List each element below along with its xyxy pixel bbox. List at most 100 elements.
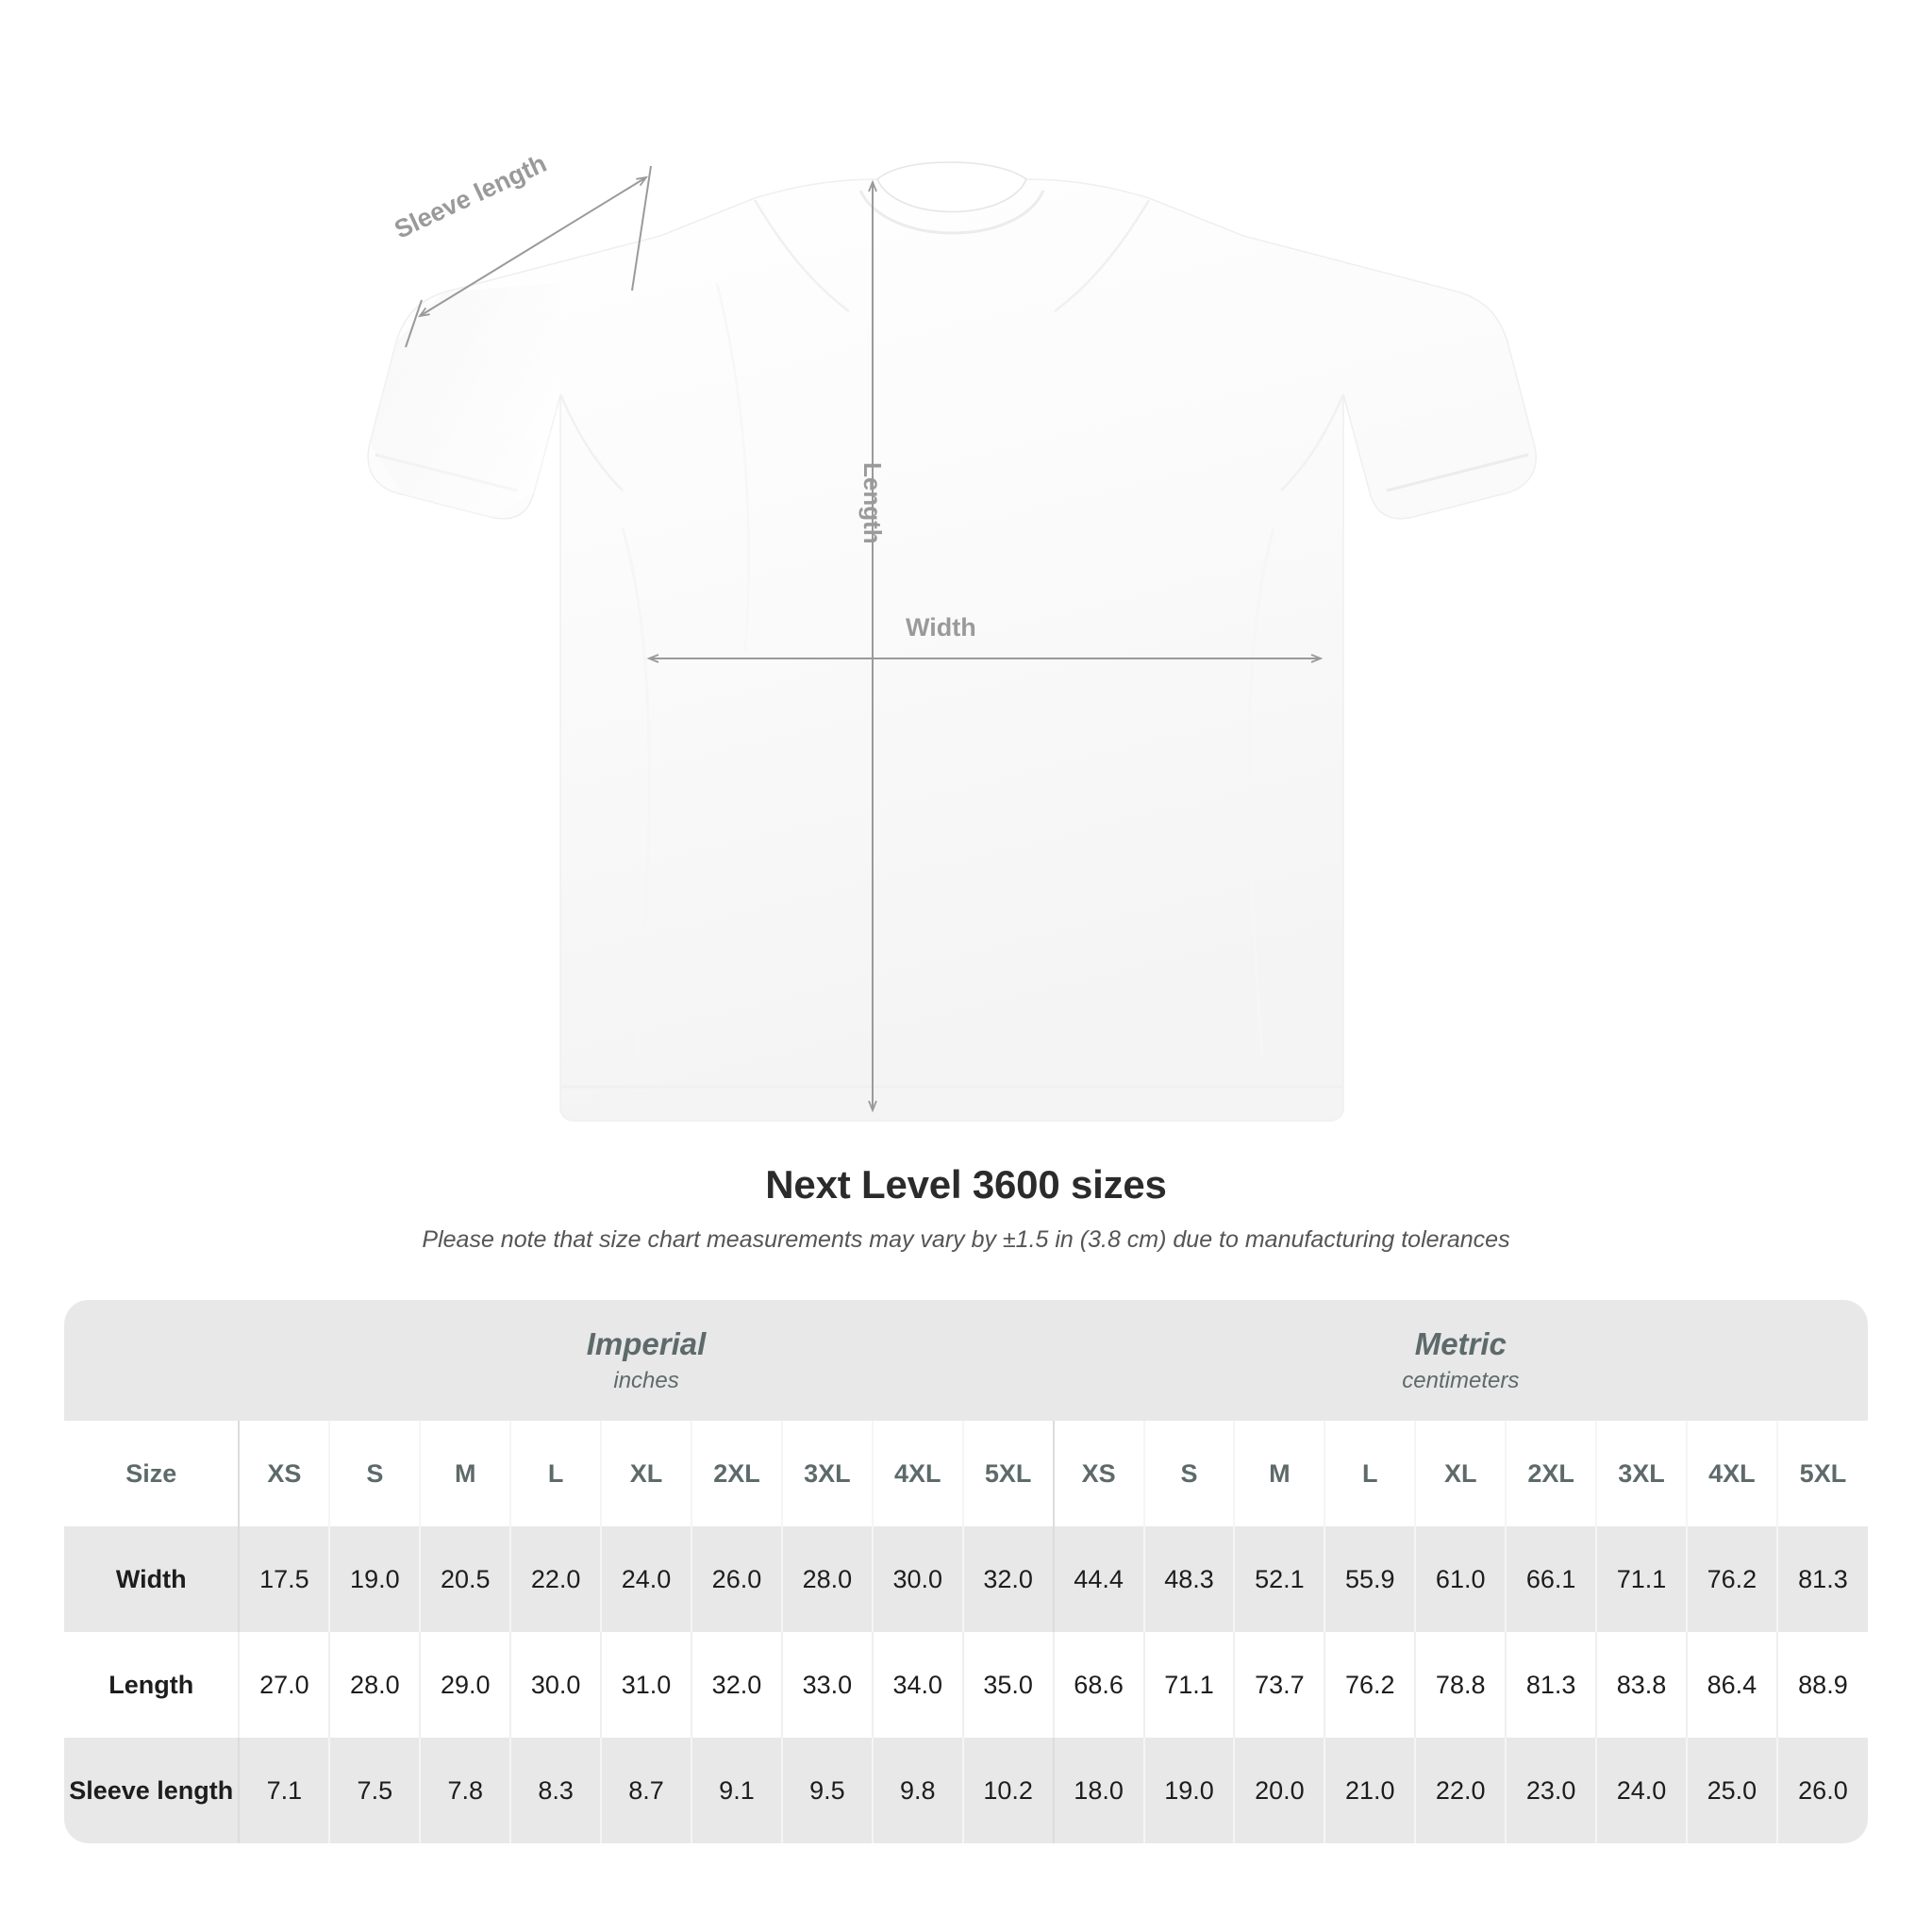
size-chart-table: Imperial inches Metric centimeters Size XS S M…: [64, 1300, 1868, 1843]
table-row: Length 27.0 28.0 29.0 30.0 31.0 32.0 33.0 34.0 35…: [64, 1632, 1868, 1738]
measurement-cell: 29.0: [419, 1632, 511, 1738]
size-row-label: Size: [64, 1421, 240, 1526]
measurement-cell: 9.1: [691, 1738, 782, 1843]
size-header-cell: XS: [1052, 1421, 1144, 1526]
measurement-cell: 9.5: [780, 1738, 873, 1843]
size-header-cell: 3XL: [1595, 1421, 1687, 1526]
sleeve-length-arrow: [417, 175, 649, 318]
tolerance-note: Please note that size chart measurements…: [422, 1226, 1510, 1253]
measurement-cell: 32.0: [691, 1632, 782, 1738]
size-header-cell: 4XL: [871, 1421, 963, 1526]
size-header-cell: M: [419, 1421, 511, 1526]
size-chart-table-wrapper: Imperial inches Metric centimeters Size XS S M…: [64, 1300, 1868, 1843]
table-row: Sleeve length 7.1 7.5 7.8 8.3 8.7 9.1 9.5 9.8 10.…: [64, 1738, 1868, 1843]
measurement-cell: 61.0: [1414, 1526, 1507, 1632]
table-row: Width 17.5 19.0 20.5 22.0 24.0 26.0 28.0 30.0 32.…: [64, 1526, 1868, 1632]
measurement-cell: 25.0: [1685, 1738, 1777, 1843]
length-dimension-label: Length: [858, 462, 887, 544]
unit-group-name: Metric: [1414, 1325, 1507, 1361]
measurement-cell: 30.0: [871, 1526, 963, 1632]
measurement-cell: 22.0: [1414, 1738, 1507, 1843]
measurement-cell: 48.3: [1142, 1526, 1235, 1632]
measurement-cell: 81.3: [1775, 1526, 1868, 1632]
measurement-cell: 18.0: [1052, 1738, 1144, 1843]
measurement-cell: 71.1: [1595, 1526, 1687, 1632]
measurement-cell: 7.8: [419, 1738, 511, 1843]
measurement-cell: 66.1: [1505, 1526, 1597, 1632]
measurement-cell: 83.8: [1595, 1632, 1687, 1738]
measurement-cell: 19.0: [1142, 1738, 1235, 1843]
measurement-cell: 35.0: [961, 1632, 1054, 1738]
size-header-cell: XL: [1414, 1421, 1507, 1526]
measurement-cell: 8.7: [600, 1738, 691, 1843]
measurement-cell: 27.0: [238, 1632, 330, 1738]
page-title: Next Level 3600 sizes: [765, 1162, 1167, 1207]
size-header-row: Size XS S M L XL 2XL 3XL 4XL 5XL XS S M L XL 2XL 3XL 4XL 5…: [64, 1421, 1868, 1526]
measurement-cell: 55.9: [1324, 1526, 1416, 1632]
title-block: Next Level 3600 sizes Please note that s…: [0, 1162, 1932, 1254]
measurement-cell: 68.6: [1052, 1632, 1144, 1738]
measurement-cell: 88.9: [1775, 1632, 1868, 1738]
measurement-cell: 7.1: [238, 1738, 330, 1843]
size-header-cell: L: [1324, 1421, 1416, 1526]
measurement-cell: 76.2: [1324, 1632, 1416, 1738]
measurement-cell: 28.0: [780, 1526, 873, 1632]
measurement-cell: 23.0: [1505, 1738, 1597, 1843]
unit-group-subtitle: centimeters: [1402, 1367, 1520, 1393]
measurement-cell: 52.1: [1233, 1526, 1325, 1632]
measurement-cell: 81.3: [1505, 1632, 1597, 1738]
size-header-cell: 4XL: [1685, 1421, 1777, 1526]
size-header-cell: M: [1233, 1421, 1325, 1526]
size-header-cell: L: [509, 1421, 602, 1526]
garment-diagram: Sleeve length Length Width: [367, 149, 1537, 1122]
measurement-cell: 20.5: [419, 1526, 511, 1632]
tshirt-illustration: [367, 161, 1537, 1122]
measurement-cell: 19.0: [328, 1526, 421, 1632]
measurement-cell: 17.5: [238, 1526, 330, 1632]
measurement-cell: 24.0: [1595, 1738, 1687, 1843]
unit-header-spacer: [64, 1300, 240, 1421]
size-header-cell: S: [328, 1421, 421, 1526]
unit-header-row: Imperial inches Metric centimeters: [64, 1300, 1868, 1421]
measurement-cell: 34.0: [871, 1632, 963, 1738]
measurement-row-label: Width: [64, 1526, 240, 1632]
measurement-cell: 78.8: [1414, 1632, 1507, 1738]
size-header-cell: XL: [600, 1421, 691, 1526]
measurement-cell: 20.0: [1233, 1738, 1325, 1843]
measurement-cell: 30.0: [509, 1632, 602, 1738]
measurement-cell: 31.0: [600, 1632, 691, 1738]
measurement-cell: 86.4: [1685, 1632, 1777, 1738]
unit-group-imperial: Imperial inches: [239, 1300, 1054, 1421]
size-header-cell: 5XL: [961, 1421, 1054, 1526]
size-header-cell: XS: [238, 1421, 330, 1526]
measurement-cell: 10.2: [961, 1738, 1054, 1843]
unit-group-name: Imperial: [586, 1325, 707, 1361]
measurement-cell: 21.0: [1324, 1738, 1416, 1843]
measurement-cell: 8.3: [509, 1738, 602, 1843]
measurement-cell: 24.0: [600, 1526, 691, 1632]
measurement-cell: 9.8: [871, 1738, 963, 1843]
measurement-cell: 33.0: [780, 1632, 873, 1738]
measurement-guides: [405, 165, 1324, 1113]
measurement-cell: 71.1: [1142, 1632, 1235, 1738]
shirt-shape: [367, 161, 1537, 1122]
unit-group-metric: Metric centimeters: [1053, 1300, 1868, 1421]
measurement-cell: 44.4: [1052, 1526, 1144, 1632]
measurement-cell: 28.0: [328, 1632, 421, 1738]
measurement-cell: 7.5: [328, 1738, 421, 1843]
unit-group-subtitle: inches: [613, 1367, 679, 1393]
measurement-row-label: Length: [64, 1632, 240, 1738]
width-dimension-label: Width: [906, 613, 976, 641]
measurement-row-label: Sleeve length: [64, 1738, 240, 1843]
measurement-cell: 22.0: [509, 1526, 602, 1632]
size-header-cell: 3XL: [780, 1421, 873, 1526]
size-header-cell: 5XL: [1775, 1421, 1868, 1526]
measurement-cell: 32.0: [961, 1526, 1054, 1632]
measurement-cell: 76.2: [1685, 1526, 1777, 1632]
measurement-cell: 26.0: [1775, 1738, 1868, 1843]
size-header-cell: S: [1142, 1421, 1235, 1526]
size-header-cell: 2XL: [691, 1421, 782, 1526]
size-header-cell: 2XL: [1505, 1421, 1597, 1526]
measurement-cell: 73.7: [1233, 1632, 1325, 1738]
measurement-cell: 26.0: [691, 1526, 782, 1632]
